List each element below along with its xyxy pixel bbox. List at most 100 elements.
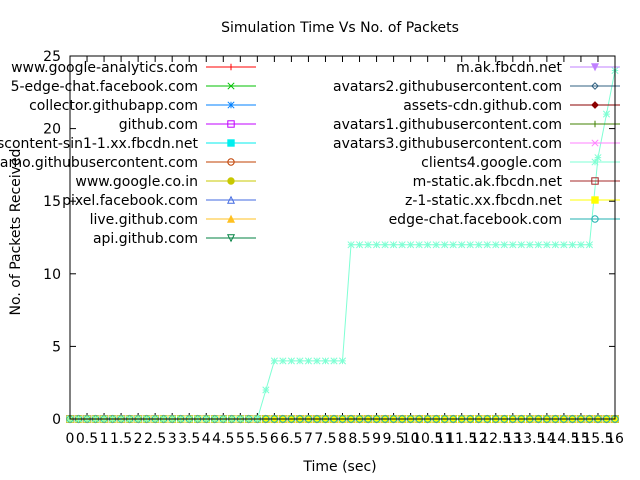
series-point (551, 241, 559, 249)
x-tick-label: 16 (606, 431, 624, 447)
x-tick-label: 1 (100, 431, 109, 447)
series-point (543, 241, 551, 249)
series-point (483, 241, 491, 249)
legend-entry: www.google.co.in (75, 174, 256, 190)
x-tick-label: 11 (436, 431, 454, 447)
x-tick-label: 9 (372, 431, 381, 447)
legend-marker (227, 177, 235, 185)
series-point (390, 241, 398, 249)
x-tick-label: 6 (270, 431, 279, 447)
series-point (373, 241, 381, 249)
x-tick-label: 6.5 (280, 431, 302, 447)
legend-entry: 5-edge-chat.facebook.com (11, 79, 256, 95)
series-point (355, 241, 364, 249)
x-tick-label: 0 (66, 431, 75, 447)
legend-entry: avatars3.githubusercontent.com (333, 136, 620, 152)
x-tick-label: 1.5 (110, 431, 132, 447)
legend-label: clients4.google.com (421, 155, 562, 171)
legend-marker (591, 196, 599, 204)
series-point (287, 357, 295, 365)
x-tick-label: 14.5 (548, 431, 579, 447)
legend-entry: avatars2.githubusercontent.com (333, 79, 620, 95)
y-tick-label: 0 (52, 412, 61, 428)
legend-entry: live.github.com (90, 212, 256, 228)
series-point (458, 241, 466, 249)
legend-label: www.google.co.in (75, 174, 198, 190)
series-point (432, 241, 440, 249)
legend-marker (226, 214, 236, 223)
legend-label: camo.githubusercontent.com (0, 155, 198, 171)
y-tick-label: 15 (43, 194, 61, 210)
legend-entry: github.com (119, 117, 256, 133)
series-point (398, 241, 406, 249)
legend-entry: camo.githubusercontent.com (0, 155, 256, 171)
series-point (313, 357, 321, 365)
y-axis-label: No. of Packets Received (8, 149, 24, 316)
legend-label: m.ak.fbcdn.net (456, 60, 562, 76)
series-point (492, 241, 500, 249)
series-point (517, 241, 525, 249)
series-point (296, 357, 304, 365)
legend-label: m-static.ak.fbcdn.net (413, 174, 563, 190)
legend-entry: avatars1.githubusercontent.com (333, 117, 620, 133)
series-point (475, 241, 483, 249)
legend-label: github.com (119, 117, 198, 133)
y-tick-label: 25 (43, 49, 61, 65)
series-point (441, 241, 449, 249)
x-tick-label: 15.5 (582, 431, 613, 447)
series-point (415, 241, 423, 249)
x-tick-label: 3 (168, 431, 177, 447)
legend-label: avatars2.githubusercontent.com (333, 79, 562, 95)
x-tick-label: 11.5 (446, 431, 477, 447)
x-tick-label: 8.5 (348, 431, 370, 447)
series-point (338, 357, 347, 365)
legend-label: collector.githubapp.com (29, 98, 198, 114)
series-point (270, 357, 278, 365)
x-tick-label: 7.5 (314, 431, 336, 447)
series-point (407, 241, 415, 249)
series-point (279, 357, 287, 365)
legend-label: live.github.com (90, 212, 198, 228)
legend-marker (591, 139, 599, 147)
legend-marker (590, 63, 600, 72)
y-tick-label: 10 (43, 267, 61, 283)
legend-entry: z-1-static.xx.fbcdn.net (405, 193, 620, 209)
series-point (602, 110, 611, 118)
legend-label: edge-chat.facebook.com (389, 212, 562, 228)
legend-entry: pixel.facebook.com (62, 193, 256, 209)
x-tick-label: 14 (538, 431, 556, 447)
legend-marker (591, 120, 599, 128)
series-point (594, 154, 602, 162)
legend-entry: m.ak.fbcdn.net (456, 60, 620, 76)
legend-entry: scontent-sin1-1.xx.fbcdn.net (0, 136, 256, 152)
legend-label: assets-cdn.github.com (403, 98, 562, 114)
legend-marker (591, 82, 599, 90)
x-tick-label: 9.5 (382, 431, 404, 447)
legend-entry: assets-cdn.github.com (403, 98, 620, 114)
series-point (330, 357, 338, 365)
legend-label: z-1-static.xx.fbcdn.net (405, 193, 562, 209)
x-tick-label: 4.5 (212, 431, 234, 447)
legend-entry: m-static.ak.fbcdn.net (413, 174, 620, 190)
series-point (560, 241, 568, 249)
series-point (304, 357, 312, 365)
legend-marker (591, 215, 599, 223)
x-tick-label: 0.5 (76, 431, 98, 447)
x-tick-label: 13.5 (514, 431, 545, 447)
series-point (577, 241, 585, 249)
series-point (321, 357, 330, 365)
legend-marker (227, 63, 235, 71)
series-point (534, 241, 542, 249)
legend-label: avatars3.githubusercontent.com (333, 136, 562, 152)
series-point (585, 241, 594, 249)
x-tick-label: 15 (572, 431, 590, 447)
series-point (449, 241, 457, 249)
legend-marker (227, 101, 235, 109)
legend-marker (227, 120, 235, 128)
legend-marker (227, 139, 235, 147)
series-point (347, 241, 355, 249)
legend-marker (227, 82, 235, 90)
legend-entry: api.github.com (93, 231, 256, 247)
